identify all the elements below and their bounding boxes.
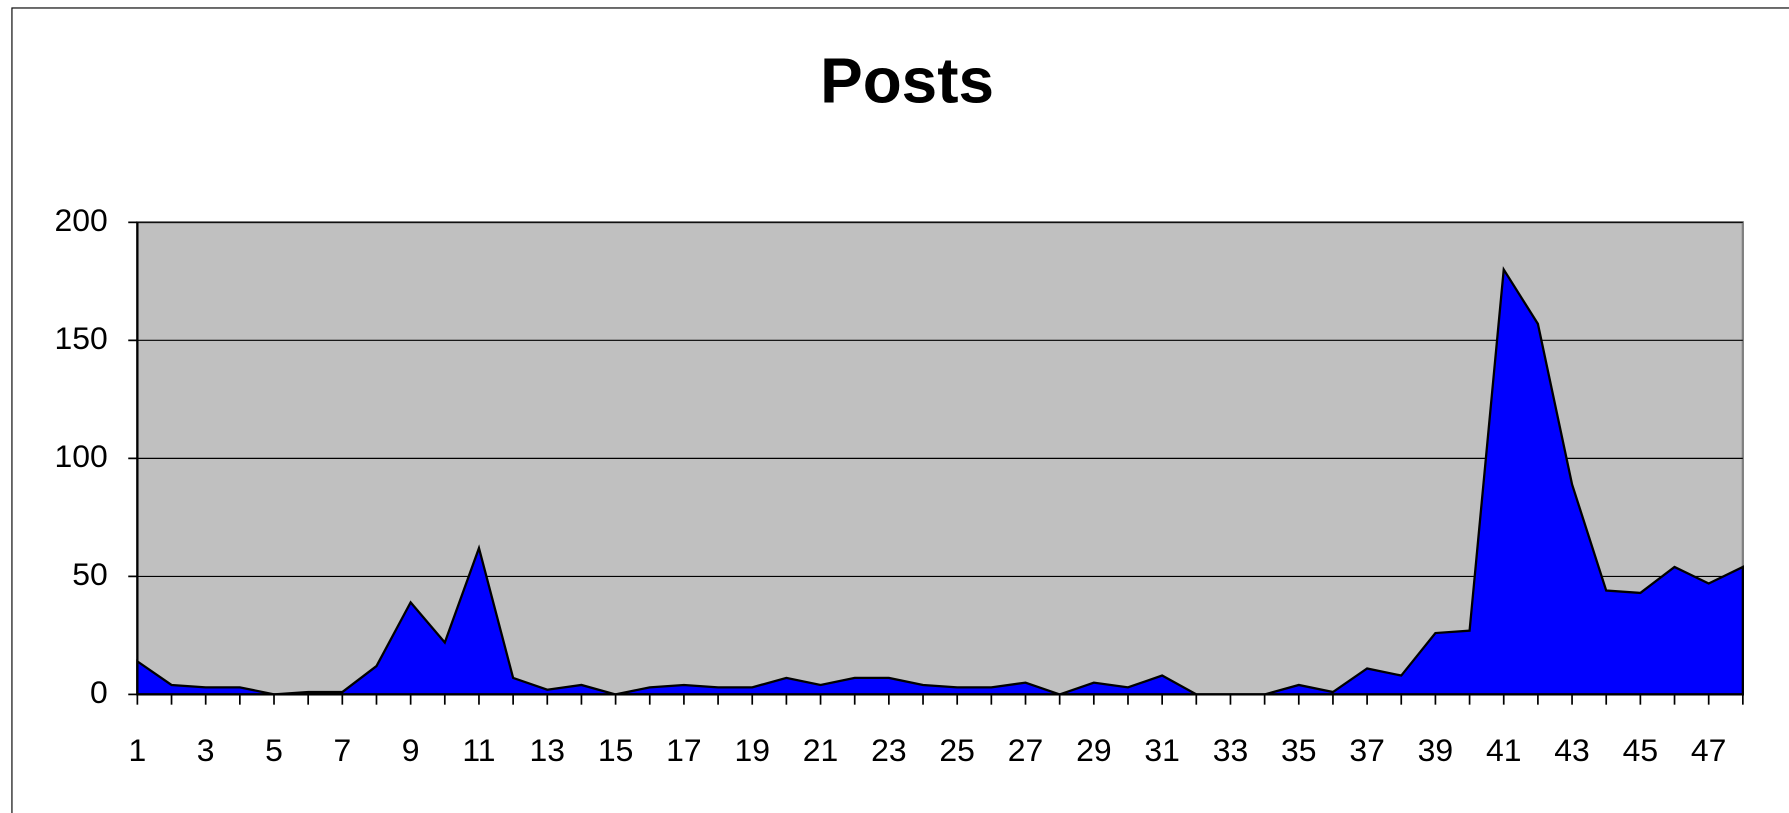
x-tick-label: 37: [1349, 732, 1385, 768]
x-tick-label: 9: [402, 732, 420, 768]
x-tick-label: 45: [1623, 732, 1659, 768]
chart-title: Posts: [820, 44, 994, 116]
x-tick-label: 21: [803, 732, 839, 768]
x-tick-label: 17: [666, 732, 702, 768]
y-tick-label: 200: [54, 202, 107, 238]
x-tick-label: 31: [1144, 732, 1179, 768]
x-tick-label: 15: [598, 732, 634, 768]
y-tick-label: 100: [54, 438, 107, 474]
x-tick-label: 13: [530, 732, 566, 768]
x-tick-label: 11: [462, 732, 495, 768]
x-tick-label: 39: [1418, 732, 1454, 768]
x-tick-label: 3: [197, 732, 215, 768]
x-tick-label: 23: [871, 732, 907, 768]
y-tick-label: 0: [90, 674, 108, 710]
x-tick-label: 43: [1554, 732, 1590, 768]
x-tick-label: 1: [128, 732, 146, 768]
area: [136, 266, 1744, 696]
x-tick-label: 19: [734, 732, 770, 768]
x-tick-label: 29: [1076, 732, 1112, 768]
x-tick-label: 47: [1691, 732, 1727, 768]
y-tick-label: 50: [72, 556, 108, 592]
x-tick-label: 7: [333, 732, 351, 768]
y-tick-label: 150: [54, 320, 107, 356]
x-tick-label: 33: [1213, 732, 1249, 768]
x-tick-label: 25: [939, 732, 975, 768]
x-tick-label: 27: [1008, 732, 1044, 768]
x-tick-label: 35: [1281, 732, 1317, 768]
x-tick-label: 5: [265, 732, 283, 768]
x-tick-label: 41: [1486, 732, 1522, 768]
